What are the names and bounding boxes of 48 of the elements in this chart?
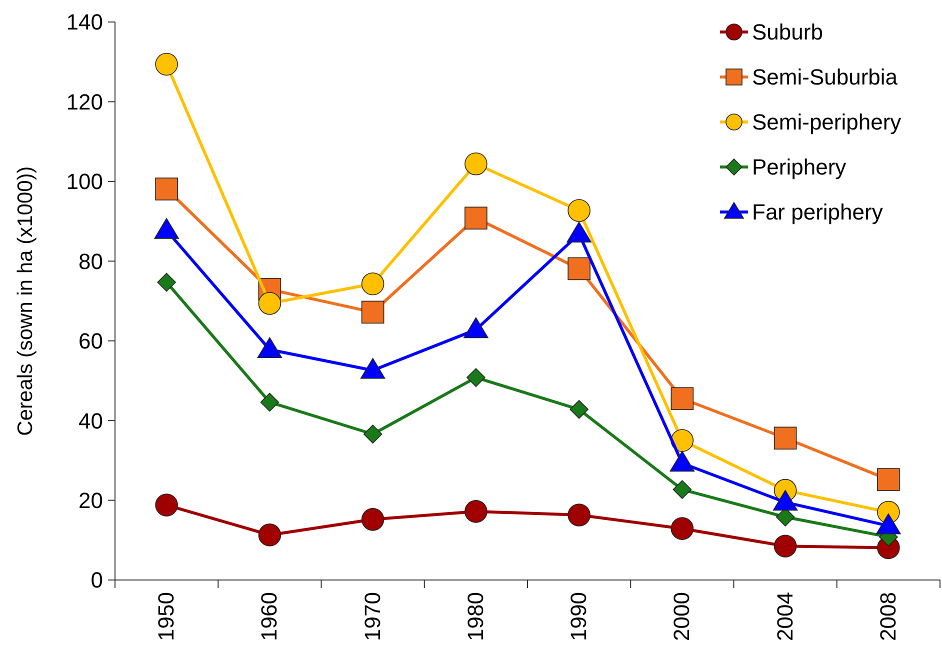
point [670,387,694,410]
y-tick-label: 0 [90,568,103,593]
point [155,494,178,516]
point [568,257,590,280]
point [670,517,694,540]
x-tick-label: 2008 [875,592,900,641]
point [570,400,588,419]
point [361,508,384,531]
y-tick-label: 140 [66,10,103,35]
point [258,292,282,315]
x-tick-label: 1980 [462,592,488,641]
y-tick-label: 40 [78,408,103,434]
point [260,392,280,412]
x-tick-label: 1970 [360,592,385,641]
point [464,152,488,176]
point [155,178,178,200]
x-tick-label: 1960 [256,592,282,641]
point [877,468,900,491]
point [568,199,590,222]
legend-label: Far periphery [752,200,883,225]
point [155,52,178,76]
point [157,272,176,292]
y-tick-label: 60 [78,328,103,354]
point [361,272,384,296]
point [568,504,590,526]
x-tick-label: 1950 [154,592,179,641]
legend-label: Suburb [752,20,823,45]
point [258,524,282,546]
point [670,429,694,452]
legend-label: Semi-Suburbia [752,64,898,90]
y-tick-label: 80 [78,248,103,274]
point [774,426,797,450]
x-tick-label: 2000 [669,592,694,641]
legend-label: Semi-periphery [752,110,902,135]
point [466,368,486,387]
point [774,534,797,558]
x-tick-label: 1990 [566,592,592,641]
point [361,300,384,324]
y-axis-title: Cereals (sown in ha (x1000)) [14,166,37,436]
x-tick-label: 2004 [772,592,798,641]
point [672,480,692,499]
point [464,206,488,230]
y-tick-label: 20 [78,488,103,513]
y-tick-label: 120 [66,89,103,114]
point [363,424,382,444]
legend-label: Periphery [752,154,846,180]
y-tick-label: 100 [66,169,103,194]
point [464,500,488,523]
